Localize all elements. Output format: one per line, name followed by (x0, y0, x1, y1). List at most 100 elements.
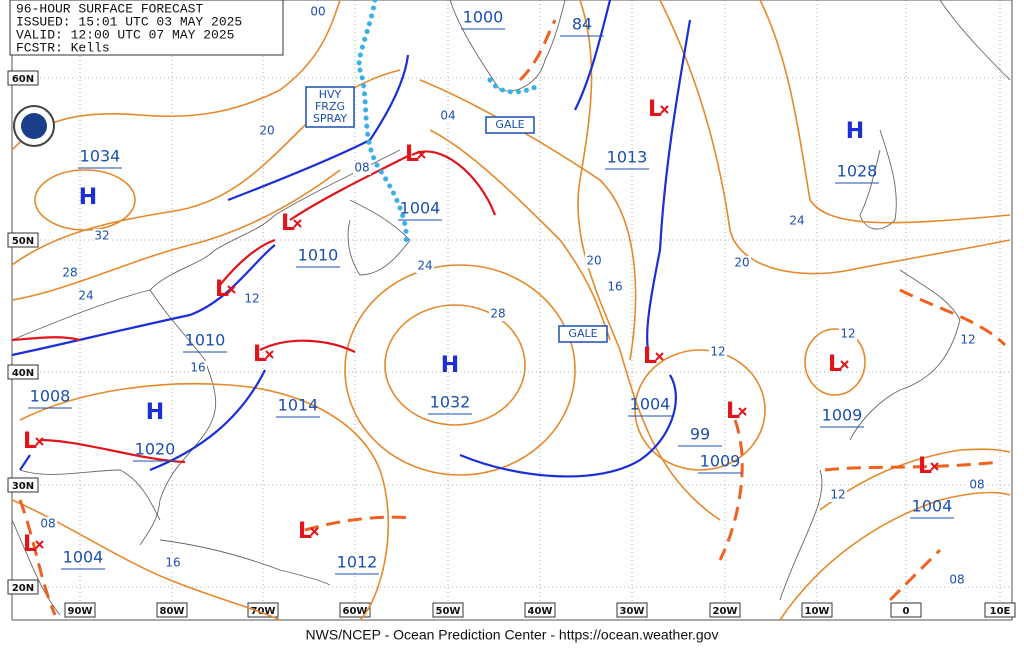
pressure-label: 1008 (30, 387, 71, 406)
isobar-label-bg (439, 109, 457, 123)
low-center: L (215, 277, 229, 302)
pressure-label: 1010 (298, 246, 339, 265)
lon-label: 20W (713, 606, 738, 617)
warning-box (305, 86, 355, 128)
low-marker (35, 437, 44, 446)
isobar-label-bg (948, 573, 966, 587)
low-center: L (23, 429, 37, 454)
low-marker (655, 352, 664, 361)
low-center: L (918, 454, 932, 479)
isobars (11, 0, 1011, 621)
low-marker (293, 219, 302, 228)
warning-text: GALE (568, 327, 597, 340)
low-marker (35, 540, 44, 549)
cold-front (19, 454, 31, 471)
isobar-label-bg (959, 333, 977, 347)
isobar-label-bg (164, 556, 182, 570)
cold-front (149, 369, 266, 472)
low-center: L (828, 352, 842, 377)
isobar (779, 491, 1011, 621)
isobar-label-bg (416, 259, 434, 273)
isobar-label-bg (243, 292, 261, 306)
coast (11, 149, 401, 341)
pressure-label: 1000 (463, 8, 504, 27)
lon-label-box (156, 602, 188, 618)
lon-label-box (524, 602, 556, 618)
high-center: H (846, 119, 864, 144)
cold-front (574, 0, 612, 111)
high-center: H (146, 400, 164, 425)
lon-label-box (709, 602, 741, 618)
lon-label-box (616, 602, 648, 618)
header-box (9, 0, 284, 56)
low-center: L (648, 97, 662, 122)
low-center: L (23, 532, 37, 557)
lat-label: 20N (12, 583, 34, 594)
footer: NWS/NCEP - Ocean Prediction Center - htt… (306, 627, 719, 643)
cold-front (646, 19, 692, 351)
isobar-label-bg (606, 280, 624, 294)
lat-label: 60N (12, 74, 34, 85)
isobar-label-bg (353, 161, 371, 175)
lat-label-box (7, 477, 39, 493)
warning-text: GALE (495, 118, 524, 131)
lon-label-box (984, 602, 1016, 618)
low-center: L (726, 399, 740, 424)
coast (939, 0, 1011, 81)
isobar-label-bg (709, 345, 727, 359)
high-center: H (441, 353, 459, 378)
coastlines (11, 0, 1011, 616)
isobar-label: 20 (586, 254, 601, 268)
isobar (429, 129, 611, 341)
warning-text: SPRAY (313, 112, 347, 125)
warm-front (259, 339, 356, 353)
low-center: L (298, 519, 312, 544)
isobar (659, 0, 1011, 275)
warm-front (11, 336, 81, 342)
isobar (384, 304, 526, 426)
isobar-label: 08 (354, 161, 369, 175)
isobar (419, 79, 637, 361)
trough (888, 548, 942, 602)
trough (718, 419, 744, 561)
isobar-label: 08 (40, 517, 55, 531)
lat-label-box (7, 579, 39, 595)
isobar-label: 16 (190, 361, 205, 375)
warning-text: HVY (319, 88, 342, 101)
lon-label: 80W (160, 606, 185, 617)
isobar-label-bg (788, 214, 806, 228)
lon-label: 50W (436, 606, 461, 617)
lat-label-box (7, 70, 39, 86)
isobar-label: 12 (244, 292, 259, 306)
isobar-label: 20 (734, 256, 749, 270)
isobar-label-bg (258, 124, 276, 138)
map-frame (11, 0, 1013, 621)
warm-front (411, 150, 497, 216)
isobar-label: 12 (960, 333, 975, 347)
low-marker (840, 360, 849, 369)
low-marker (417, 150, 426, 159)
lon-label: 0 (903, 606, 910, 617)
isobar-label-bg (39, 517, 57, 531)
warm-front (289, 154, 411, 221)
header-issued: ISSUED: 15:01 UTC 03 MAY 2025 (16, 14, 242, 29)
isobar-label: 12 (710, 345, 725, 359)
isobar (759, 0, 1011, 224)
pressure-label: 1004 (630, 395, 671, 414)
isobar (577, 0, 721, 521)
header-forecaster: FCSTR: Kells (16, 40, 110, 55)
pressure-label: 84 (572, 15, 592, 34)
low-marker (738, 407, 747, 416)
coast (139, 289, 217, 546)
cold-front (227, 54, 410, 202)
coast (779, 469, 823, 601)
isobar (634, 349, 766, 471)
coast (159, 539, 331, 586)
isobar (804, 328, 866, 396)
isobar (11, 169, 341, 301)
trough (304, 515, 411, 532)
isobar-label-bg (733, 256, 751, 270)
low-center: L (281, 211, 295, 236)
isobar-label: 24 (417, 259, 432, 273)
coast (19, 469, 161, 521)
